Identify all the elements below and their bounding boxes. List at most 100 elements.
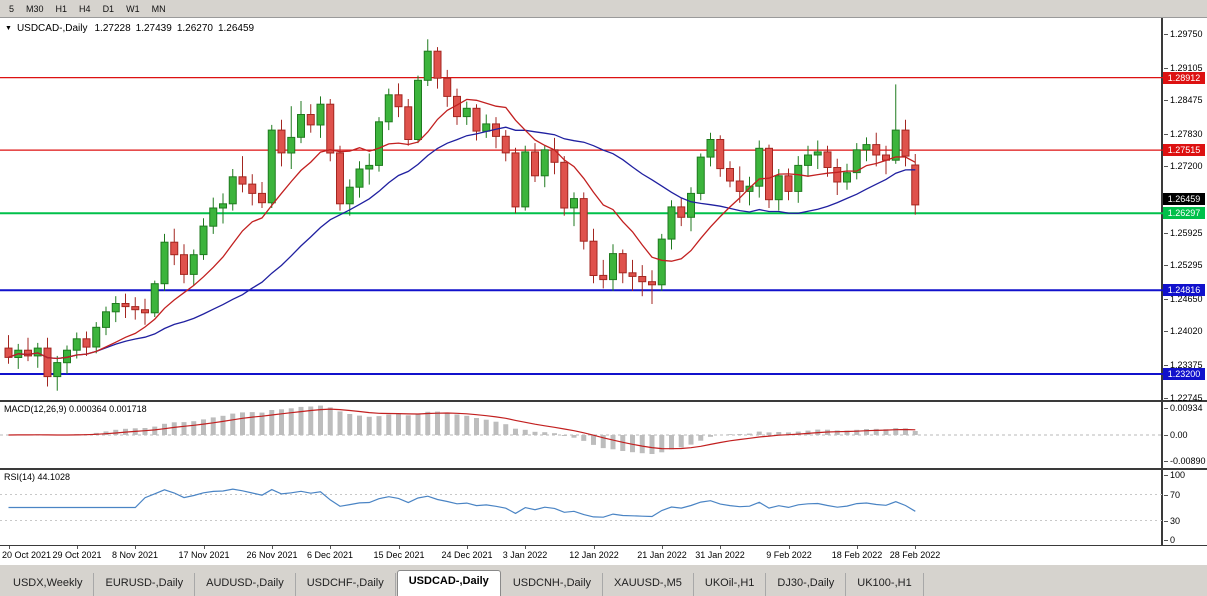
x-axis-label: 6 Dec 2021: [306, 550, 354, 560]
x-axis-label: 31 Jan 2022: [695, 550, 745, 560]
chart-tabs-bar: USDX,Weekly EURUSD-,Daily AUDUSD-,Daily USD…: [0, 564, 1207, 596]
x-axis-label: 3 Jan 2022: [502, 550, 548, 560]
rsi-axis-tick: 70: [1163, 490, 1181, 500]
macd-axis: 0.00934 0.00 -0.00890: [1163, 402, 1206, 468]
time-axis-tick: [135, 546, 136, 549]
x-axis-label: 17 Nov 2021: [178, 550, 230, 560]
timeframe-button-MN[interactable]: MN: [151, 3, 166, 14]
macd-signal-line: [8, 408, 916, 450]
price-pane[interactable]: ▼ USDCAD-,Daily 1.27228 1.27439 1.26270 …: [0, 18, 1163, 400]
rsi-indicator-name: RSI(14): [4, 472, 36, 482]
rsi-line: [8, 488, 916, 518]
chart-header: ▼ USDCAD-,Daily 1.27228 1.27439 1.26270 …: [5, 23, 254, 34]
y-axis-tick: 1.24650: [1164, 294, 1203, 304]
y-axis-tick: 1.23375: [1164, 360, 1203, 370]
price-level-badge: 1.23200: [1163, 368, 1205, 380]
candles-group: [4, 50, 920, 378]
rsi-axis-tick: 0: [1163, 535, 1176, 545]
time-axis-corner: [1163, 546, 1205, 564]
tab-audusd-daily[interactable]: AUDUSD-,Daily: [195, 573, 296, 596]
current-price-badge: 1.26459: [1163, 193, 1205, 205]
macd-axis-tick: 0.00934: [1164, 403, 1203, 413]
macd-pane-row: MACD(12,26,9) 0.000364 0.001718 0.00934 0…: [0, 402, 1207, 470]
time-axis-tick: [525, 546, 526, 549]
timeframe-button-W1[interactable]: W1: [126, 3, 140, 14]
time-axis-tick: [789, 546, 790, 549]
rsi-pane[interactable]: RSI(14) 44.1028: [0, 470, 1163, 545]
y-axis-tick: 1.28475: [1164, 95, 1203, 105]
tab-usdx-weekly[interactable]: USDX,Weekly: [2, 573, 95, 596]
tab-usdchf-daily[interactable]: USDCHF-,Daily: [295, 573, 396, 596]
tab-eurusd-daily[interactable]: EURUSD-,Daily: [94, 573, 196, 596]
macd-label: MACD(12,26,9) 0.000364 0.001718: [4, 404, 147, 414]
timeframe-toolbar: 5 M30 H1 H4 D1 W1 MN: [0, 0, 1207, 18]
rsi-axis-tick: 100: [1163, 470, 1186, 480]
tab-usdcad-daily[interactable]: USDCAD-,Daily: [396, 570, 501, 596]
x-axis-label: 26 Nov 2021: [246, 550, 298, 560]
x-axis-label: 12 Jan 2022: [569, 550, 619, 560]
tab-dj30-daily[interactable]: DJ30-,Daily: [766, 573, 847, 596]
tab-ukoil-h1[interactable]: UKOil-,H1: [693, 573, 767, 596]
y-axis-tick: 1.29105: [1164, 63, 1203, 73]
y-axis-tick: 1.25295: [1164, 260, 1203, 270]
x-axis-label: 20 Oct 2021: [2, 550, 52, 560]
timeframe-button-H4[interactable]: H4: [79, 3, 91, 14]
timeframe-button-M30[interactable]: M30: [26, 3, 44, 14]
macd-histogram: [15, 405, 918, 454]
time-axis-tick: [467, 546, 468, 549]
time-axis-tick: [720, 546, 721, 549]
chart-symbol-label: USDCAD-,Daily: [16, 23, 88, 34]
time-axis-tick: [77, 546, 78, 549]
ma-fast-line: [8, 98, 916, 360]
rsi-level-lines: [0, 494, 1163, 521]
time-axis-row: 20 Oct 2021 29 Oct 2021 8 Nov 2021 17 Nov 2…: [0, 546, 1207, 564]
tab-usdcnh-daily[interactable]: USDCNH-,Daily: [501, 573, 604, 596]
ohlc-open: 1.27228: [94, 23, 131, 34]
x-axis-label: 9 Feb 2022: [766, 550, 812, 560]
x-axis-label: 8 Nov 2021: [111, 550, 159, 560]
time-axis-tick: [857, 546, 858, 549]
y-axis-tick: 1.27200: [1164, 161, 1203, 171]
price-level-badge: 1.24816: [1163, 284, 1205, 296]
price-chart-canvas[interactable]: [0, 18, 1163, 400]
chart-dropdown-icon[interactable]: ▼: [5, 25, 12, 32]
ohlc-close: 1.26459: [217, 23, 255, 34]
ohlc-high: 1.27439: [135, 23, 172, 34]
time-axis-tick: [399, 546, 400, 549]
y-axis-tick: 1.29750: [1164, 29, 1203, 39]
y-axis-tick: 1.22745: [1164, 393, 1203, 403]
macd-pane[interactable]: MACD(12,26,9) 0.000364 0.001718: [0, 402, 1163, 468]
y-axis-tick: 1.24020: [1164, 326, 1203, 336]
tab-uk100-h1[interactable]: UK100-,H1: [846, 573, 924, 596]
timeframe-button-H1[interactable]: H1: [55, 3, 68, 14]
candle-wicks: [8, 39, 916, 391]
x-axis-label: 24 Dec 2021: [441, 550, 493, 560]
rsi-axis: 100 70 30 0: [1163, 470, 1205, 545]
ma-slow-line: [8, 126, 916, 360]
chart-window: ▼ USDCAD-,Daily 1.27228 1.27439 1.26270 …: [0, 18, 1207, 564]
timeframe-button-5[interactable]: 5: [9, 3, 15, 14]
price-level-badge: 1.26297: [1163, 207, 1205, 219]
timeframe-button-D1[interactable]: D1: [102, 3, 115, 14]
rsi-indicator-value: 44.1028: [37, 472, 71, 482]
time-axis-tick: [594, 546, 595, 549]
price-level-badge: 1.28912: [1163, 72, 1205, 84]
macd-axis-tick: 0.00: [1164, 430, 1188, 440]
x-axis-label: 18 Feb 2022: [831, 550, 883, 560]
tab-xauusd-m5[interactable]: XAUUSD-,M5: [603, 573, 694, 596]
rsi-label: RSI(14) 44.1028: [4, 472, 70, 482]
price-axis: 1.297501.291051.284751.278301.272001.265…: [1163, 18, 1205, 403]
time-axis: 20 Oct 2021 29 Oct 2021 8 Nov 2021 17 Nov 2…: [0, 546, 1163, 564]
macd-indicator-name: MACD(12,26,9): [4, 404, 67, 414]
price-level-badge: 1.27515: [1163, 144, 1205, 156]
x-axis-label: 29 Oct 2021: [52, 550, 102, 560]
macd-axis-tick: -0.00890: [1164, 456, 1206, 466]
ohlc-low: 1.26270: [176, 23, 213, 34]
time-axis-tick: [204, 546, 205, 549]
rsi-chart-canvas[interactable]: [0, 470, 1163, 545]
price-pane-row: ▼ USDCAD-,Daily 1.27228 1.27439 1.26270 …: [0, 18, 1207, 403]
x-axis-label: 28 Feb 2022: [889, 550, 941, 560]
macd-chart-canvas[interactable]: [0, 402, 1163, 468]
time-axis-tick: [662, 546, 663, 549]
time-axis-tick: [915, 546, 916, 549]
